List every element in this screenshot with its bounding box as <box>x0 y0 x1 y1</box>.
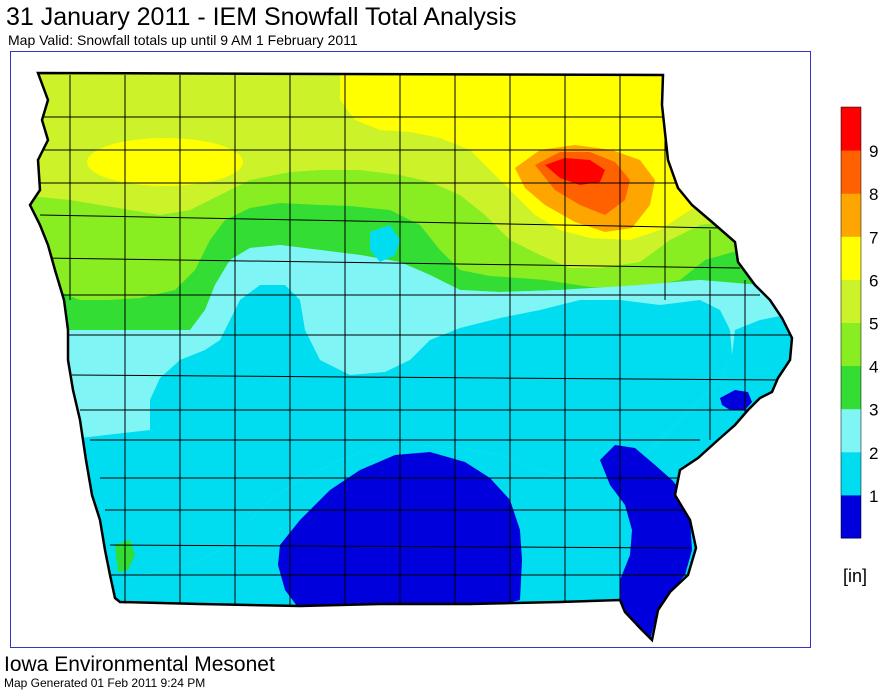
county-lines-vertical <box>69 75 746 610</box>
contour-0-1in-east <box>720 390 752 410</box>
map-title: 31 January 2011 - IEM Snowfall Total Ana… <box>6 3 517 31</box>
legend-swatch-2 <box>841 451 861 496</box>
legend-swatch-6 <box>841 279 861 323</box>
legend-label-8: 8 <box>869 185 878 204</box>
legend-swatch-9 <box>841 150 861 194</box>
legend-swatch-3 <box>841 408 861 453</box>
legend-swatch-8 <box>841 193 861 237</box>
map-frame <box>10 51 811 648</box>
footer-organization: Iowa Environmental Mesonet <box>4 653 275 676</box>
contour-7in-west <box>112 148 208 176</box>
footer-generated: Map Generated 01 Feb 2011 9:24 PM <box>4 676 206 690</box>
legend-label-4: 4 <box>869 358 878 377</box>
legend-label-5: 5 <box>869 315 878 334</box>
legend-border <box>840 106 862 539</box>
legend-units: [in] <box>843 566 868 586</box>
legend-label-7: 7 <box>869 228 878 247</box>
legend-swatch-7 <box>841 236 861 280</box>
color-legend: 1 2 3 4 5 6 7 8 9 <box>840 106 878 539</box>
legend-swatch-10 <box>841 107 861 151</box>
legend-label-3: 3 <box>869 401 878 420</box>
legend-label-1: 1 <box>869 487 878 506</box>
legend-swatch-5 <box>841 322 861 367</box>
county-boundaries <box>30 75 790 610</box>
map-subtitle: Map Valid: Snowfall totals up until 9 AM… <box>8 32 358 48</box>
legend-label-9: 9 <box>869 142 878 161</box>
legend-swatch-1 <box>841 494 861 539</box>
contour-9in <box>545 158 605 185</box>
contour-1-2in <box>30 285 732 580</box>
legend-swatches <box>841 107 861 539</box>
legend-label-2: 2 <box>869 444 878 463</box>
legend-label-6: 6 <box>869 271 878 290</box>
legend-swatch-4 <box>841 365 861 410</box>
legend-labels: 1 2 3 4 5 6 7 8 9 <box>869 142 878 506</box>
contour-1-2in-island <box>370 225 400 262</box>
